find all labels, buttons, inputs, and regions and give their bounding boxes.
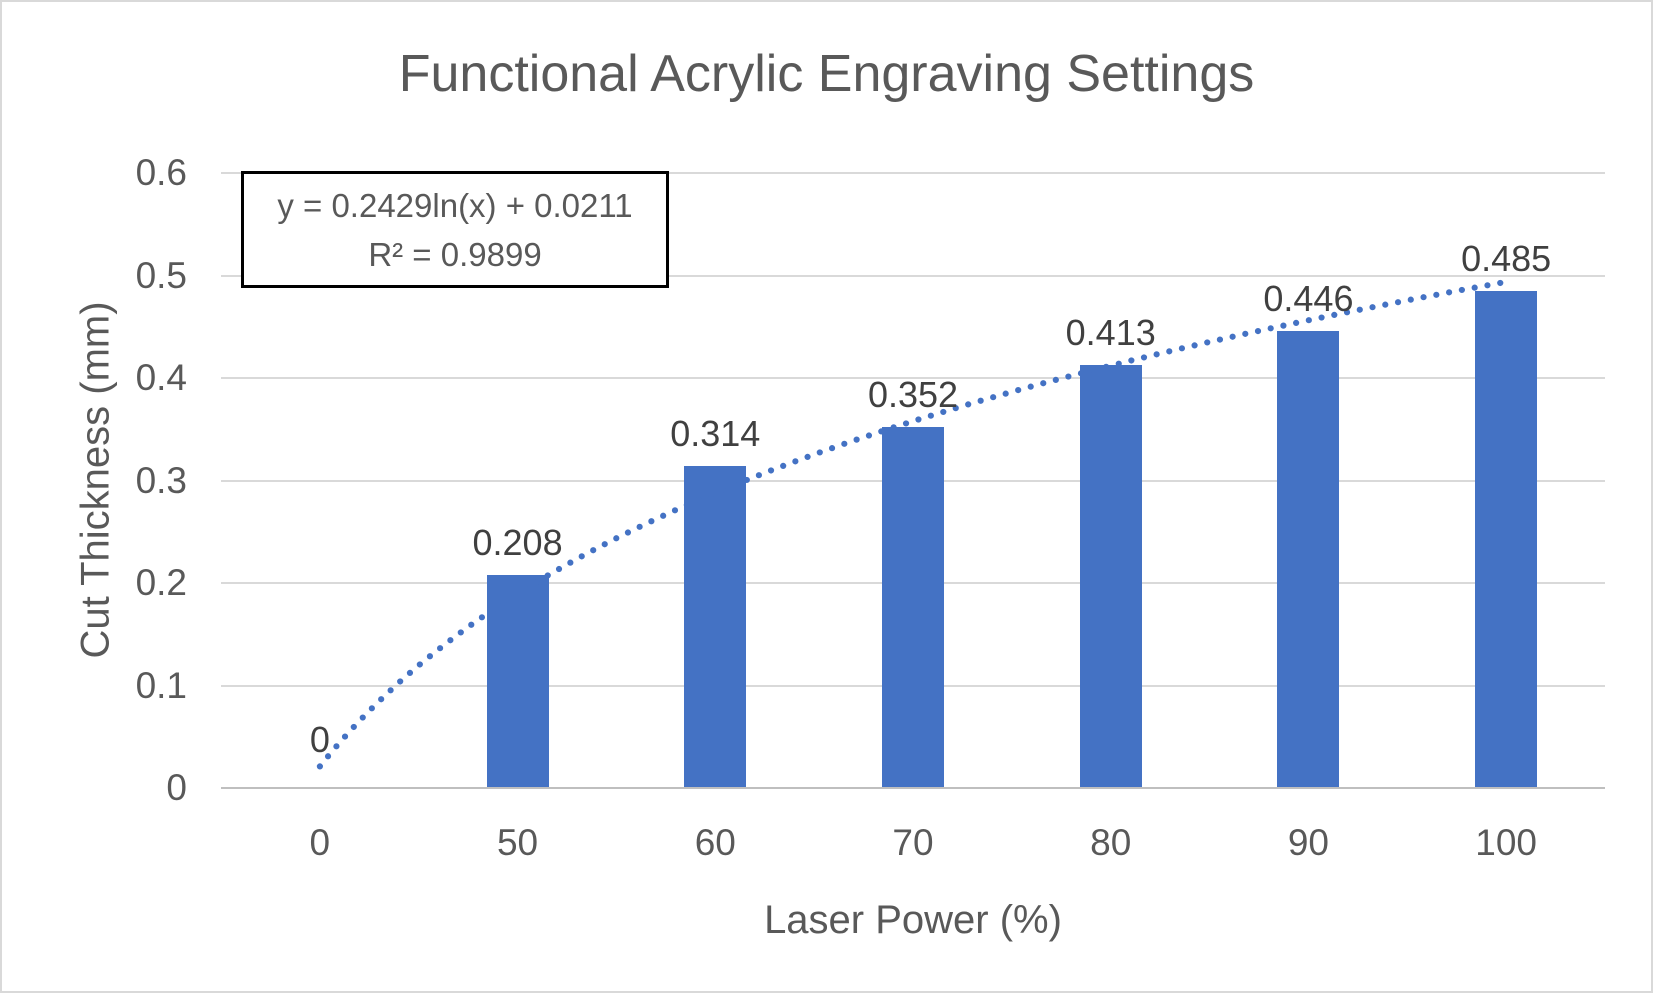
x-tick-label: 0 <box>309 822 331 863</box>
chart-title: Functional Acrylic Engraving Settings <box>398 45 1255 103</box>
x-tick-label: 70 <box>892 822 934 863</box>
bar-data-label: 0.413 <box>1065 311 1156 353</box>
gridline <box>221 172 1605 174</box>
bar-data-label: 0.352 <box>867 374 959 416</box>
x-tick-label: 100 <box>1475 822 1537 863</box>
x-tick-label: 50 <box>496 822 539 863</box>
bar-60 <box>684 466 747 788</box>
y-tick-label: 0.2 <box>135 562 187 603</box>
bar-100 <box>1475 290 1538 788</box>
trendline-equation-box: y = 0.2429ln(x) + 0.0211 R² = 0.9899 <box>241 171 669 288</box>
bar-data-label: 0.208 <box>472 521 563 563</box>
x-tick-label: 80 <box>1090 822 1132 863</box>
bar-90 <box>1277 330 1340 788</box>
bar-80 <box>1079 364 1142 788</box>
y-tick-label: 0.5 <box>135 254 187 296</box>
y-tick-label: 0.4 <box>135 357 187 398</box>
y-tick-label: 0.3 <box>135 459 187 501</box>
bar-data-label: 0.485 <box>1461 237 1552 279</box>
bar-data-label: 0.446 <box>1263 277 1354 319</box>
x-axis-line <box>221 787 1605 789</box>
bar-50 <box>486 574 549 788</box>
r-squared-value: R² = 0.9899 <box>368 236 542 273</box>
y-tick-label: 0.1 <box>135 664 187 706</box>
trendline-equation: y = 0.2429ln(x) + 0.0211 <box>277 187 633 224</box>
y-tick-label: 0 <box>166 767 187 808</box>
bar-70 <box>882 427 944 788</box>
gridline <box>221 274 1605 277</box>
x-tick-label: 90 <box>1287 822 1329 863</box>
x-axis-title: Laser Power (%) <box>764 898 1062 942</box>
x-tick-label: 60 <box>694 822 736 863</box>
y-tick-label: 0.6 <box>135 152 187 193</box>
bar-data-label: 0.314 <box>670 413 761 455</box>
bar-data-label: 0 <box>309 719 330 760</box>
